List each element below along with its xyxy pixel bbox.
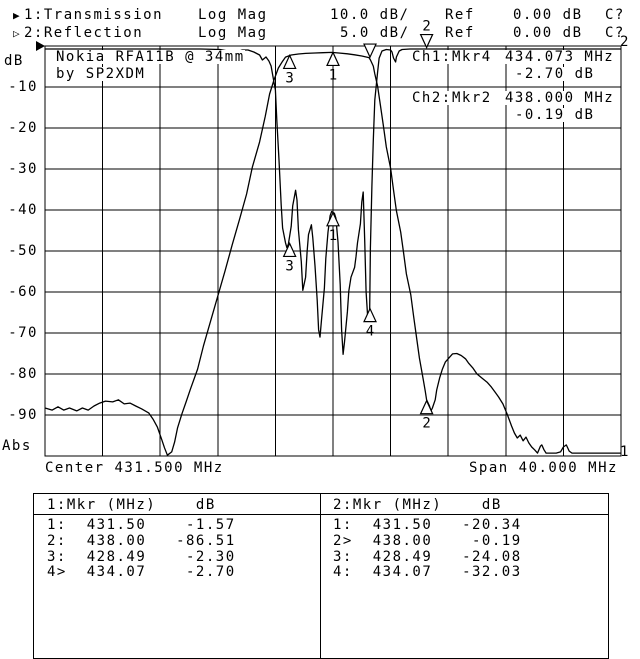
marker4-ch1-symbol-icon (363, 43, 377, 59)
y-axis-tick-label: -40 (8, 202, 38, 218)
readout-ch2-channel: Ch2: (412, 90, 452, 106)
channel2-ref-value: 0.00 dB (513, 25, 583, 41)
channel1-label: 1:Transmission (24, 7, 164, 23)
trace2-end-label: 2 (620, 34, 630, 50)
y-axis-tick-label: -30 (8, 161, 38, 177)
readout-ch1-channel: Ch1: (412, 49, 452, 65)
span-label: Span 40.000 MHz (469, 460, 618, 476)
readout-ch2-marker: Mkr2 (452, 90, 492, 106)
trace1-end-label: 1 (620, 444, 630, 460)
y-axis-tick-label: -90 (8, 407, 38, 423)
annotation-title-line2: by SP2XDM (56, 66, 146, 82)
readout-ch2-value: -0.19 dB (515, 107, 595, 123)
channel2-format: Log Mag (198, 25, 268, 41)
marker-table-header-rule (33, 514, 608, 515)
marker2-ch2-symbol-icon (419, 33, 434, 49)
y-axis-tick-label: -80 (8, 366, 38, 382)
readout-ch1-freq: 434.073 MHz (505, 49, 615, 65)
marker1-ch2-label: 1 (329, 228, 337, 244)
channel2-ref-label: Ref (445, 25, 475, 41)
marker2-ch1-label: 2 (422, 416, 430, 432)
y-axis-tick-label: -60 (8, 284, 38, 300)
y-axis-bottom-label: Abs (2, 438, 32, 454)
y-axis-units-label: dB (4, 53, 24, 69)
readout-ch1-value: -2.70 dB (515, 66, 595, 82)
y-axis-tick-label: -70 (8, 325, 38, 341)
grid-border (44, 45, 622, 457)
marker4-ch2-symbol-icon (363, 307, 377, 323)
channel1-active-arrow-icon: ▶ (13, 9, 22, 22)
graticule (45, 46, 621, 456)
marker1-ch1-symbol-icon (326, 51, 340, 67)
trace-transmission (44, 51, 621, 456)
channel1-ref-label: Ref (445, 7, 475, 23)
marker-table2-header: 2:Mkr (MHz) dB (333, 497, 502, 513)
y-axis-tick-label: -10 (8, 79, 38, 95)
channel1-cal-status: C? (605, 7, 625, 23)
y-axis-tick-label: -50 (8, 243, 38, 259)
ref-level-arrow-icon (36, 41, 45, 51)
marker-table1-header: 1:Mkr (MHz) dB (47, 497, 216, 513)
center-frequency-label: Center 431.500 MHz (45, 460, 224, 476)
marker3-ch2-label: 3 (285, 258, 293, 274)
readout-ch2-freq: 438.000 MHz (505, 90, 615, 106)
y-axis-tick-label: -20 (8, 120, 38, 136)
readout-ch1-marker: Mkr4 (452, 49, 492, 65)
marker3-ch1-symbol-icon (282, 53, 297, 70)
channel1-scale: 10.0 dB/ (330, 7, 410, 23)
annotation-title-line1: Nokia RFA11B @ 34mm (56, 49, 245, 65)
marker1-ch2-symbol-icon (326, 211, 340, 227)
channel2-scale: 5.0 dB/ (340, 25, 410, 41)
marker3-ch2-symbol-icon (282, 242, 297, 258)
marker1-ch1-label: 1 (329, 67, 337, 83)
marker2-ch1-symbol-icon (419, 399, 434, 415)
channel1-format: Log Mag (198, 7, 268, 23)
marker-table-divider (320, 493, 321, 658)
channel2-cal-status: C? (605, 25, 625, 41)
channel2-label: 2:Reflection (24, 25, 144, 41)
channel2-inactive-arrow-icon: ▷ (13, 27, 22, 40)
marker4-ch2-label: 4 (366, 324, 374, 340)
marker3-ch1-label: 3 (285, 70, 293, 86)
channel1-ref-value: 0.00 dB (513, 7, 583, 23)
marker-table2-rows: 1: 431.50 -20.34 2> 438.00 -0.19 3: 428.… (333, 517, 522, 581)
marker2-ch2-label: 2 (422, 19, 430, 35)
marker-table1-rows: 1: 431.50 -1.57 2: 438.00 -86.51 3: 428.… (47, 517, 236, 581)
